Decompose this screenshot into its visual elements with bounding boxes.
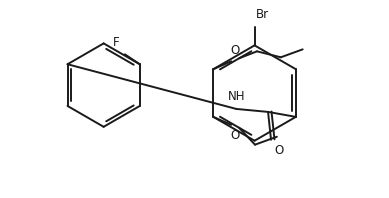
Text: NH: NH [228,90,245,103]
Text: O: O [231,44,240,57]
Text: O: O [274,144,283,157]
Text: Br: Br [256,8,269,21]
Text: O: O [231,129,240,142]
Text: F: F [113,36,120,49]
